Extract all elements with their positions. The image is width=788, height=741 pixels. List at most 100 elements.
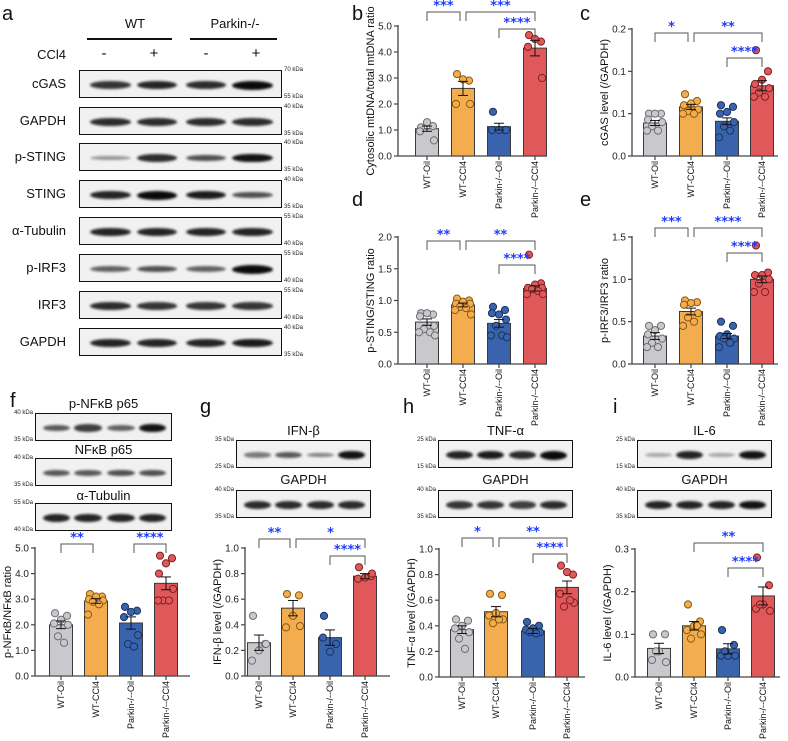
significance-bracket — [258, 538, 291, 548]
x-tick-label: Parkin-/--CCl4 — [757, 161, 767, 218]
kda-marker-bottom: 40 kDa — [284, 315, 304, 321]
y-tick-label: 0.0 — [225, 672, 239, 683]
y-tick-label: 0.2 — [615, 587, 629, 598]
bar — [521, 630, 545, 678]
blot-h-0 — [438, 440, 573, 468]
blot--tubulin — [79, 217, 282, 245]
data-point — [657, 118, 667, 127]
blot-band — [232, 264, 273, 274]
blot-row-label: p-STING — [14, 149, 66, 164]
significance-bracket — [693, 32, 763, 42]
blot-band — [136, 265, 178, 273]
significance-bracket — [498, 537, 568, 547]
significance-bracket — [654, 32, 689, 42]
data-point — [760, 287, 770, 297]
data-point — [422, 118, 432, 127]
x-tick-label: Parkin-/--Oil — [722, 161, 732, 209]
y-tick-label: 4.0 — [378, 48, 392, 59]
data-point — [282, 589, 292, 599]
data-point — [261, 639, 271, 649]
blot-title: TNF-α — [486, 423, 525, 438]
treatment-sign: - — [203, 45, 209, 62]
data-point — [650, 109, 660, 118]
data-point — [678, 321, 688, 330]
data-point — [556, 561, 566, 570]
y-tick-label: 1.0 — [419, 545, 433, 556]
x-tick-label: WT-CCl4 — [458, 161, 468, 198]
data-point — [487, 309, 497, 318]
treatment-sign: + — [149, 45, 159, 62]
significance-bracket — [693, 542, 764, 552]
data-point — [126, 607, 136, 617]
data-point — [751, 46, 761, 55]
blot-row-label: IRF3 — [37, 297, 66, 312]
blot-band — [138, 513, 167, 523]
data-point — [523, 42, 533, 51]
significance-stars: ** — [437, 228, 451, 243]
panel-letter-c: c — [580, 3, 590, 25]
kda-marker-top: 40 kDa — [615, 487, 635, 493]
data-point — [154, 569, 164, 578]
significance-bracket — [727, 567, 764, 577]
data-point — [730, 651, 740, 660]
kda-marker-top: 40 kDa — [416, 487, 436, 493]
blot-band — [739, 450, 767, 460]
y-tick-label: 0.4 — [225, 620, 239, 631]
kda-marker-top: 55 kDa — [284, 251, 304, 257]
kda-marker-bottom: 35 kDa — [214, 514, 234, 520]
blot-band — [74, 469, 102, 477]
data-point — [451, 615, 461, 624]
kda-marker-bottom: 35 kDa — [284, 167, 304, 173]
data-point — [751, 241, 761, 250]
bar — [353, 575, 377, 677]
blot-band — [136, 190, 178, 200]
blot-band — [90, 190, 131, 200]
data-point — [522, 290, 532, 299]
kda-marker-bottom: 40 kDa — [13, 527, 33, 533]
data-point — [164, 596, 174, 605]
x-tick-label: WT-Oil — [56, 681, 66, 709]
y-tick-label: 0.6 — [419, 596, 433, 607]
significance-bracket — [693, 227, 763, 237]
kda-marker-bottom: 15 kDa — [416, 464, 436, 470]
y-axis-label: IL-6 level (/GAPDH) — [602, 564, 614, 661]
panel-letter-d: d — [352, 189, 364, 211]
x-tick-label: Parkin-/--CCl4 — [161, 681, 171, 738]
blot-band — [185, 266, 227, 272]
blot-title: p-NFκB p65 — [68, 396, 139, 411]
significance-stars: ** — [722, 530, 736, 545]
data-point — [764, 84, 774, 93]
blot-band — [540, 450, 568, 460]
data-point — [524, 250, 534, 259]
blot-cgas — [79, 70, 282, 98]
blot-row-label: GAPDH — [19, 113, 66, 128]
y-tick-label: 0.8 — [225, 569, 239, 580]
blot-band — [739, 500, 767, 510]
kda-marker-top: 40 kDa — [284, 104, 304, 110]
y-tick-label: 0.0 — [15, 672, 29, 683]
blot-band — [476, 450, 504, 460]
data-point — [653, 126, 663, 135]
significance-bracket — [295, 538, 366, 548]
chart-i: 0.0 0.1 0.2 0.3IL-6 level (/GAPDH) WT-Oil WT-… — [602, 530, 780, 739]
blot-band — [232, 227, 273, 237]
blot-h-1 — [438, 490, 573, 518]
y-tick-label: 3.0 — [15, 595, 29, 606]
data-point — [155, 551, 165, 560]
data-point — [686, 298, 696, 308]
data-point — [295, 621, 305, 631]
x-tick-label: WT-CCl4 — [689, 682, 699, 719]
x-tick-label: WT-Oil — [654, 682, 664, 710]
blot-f-1 — [35, 458, 172, 486]
kda-marker-top: 70 kDa — [284, 67, 304, 73]
blot-band — [185, 227, 227, 237]
blot-band — [136, 302, 178, 310]
significance-bracket — [498, 264, 536, 274]
data-point — [728, 102, 738, 111]
data-point — [153, 596, 163, 605]
data-point — [765, 606, 775, 615]
data-point — [716, 101, 726, 110]
x-tick-label: Parkin-/--Oil — [723, 682, 733, 730]
